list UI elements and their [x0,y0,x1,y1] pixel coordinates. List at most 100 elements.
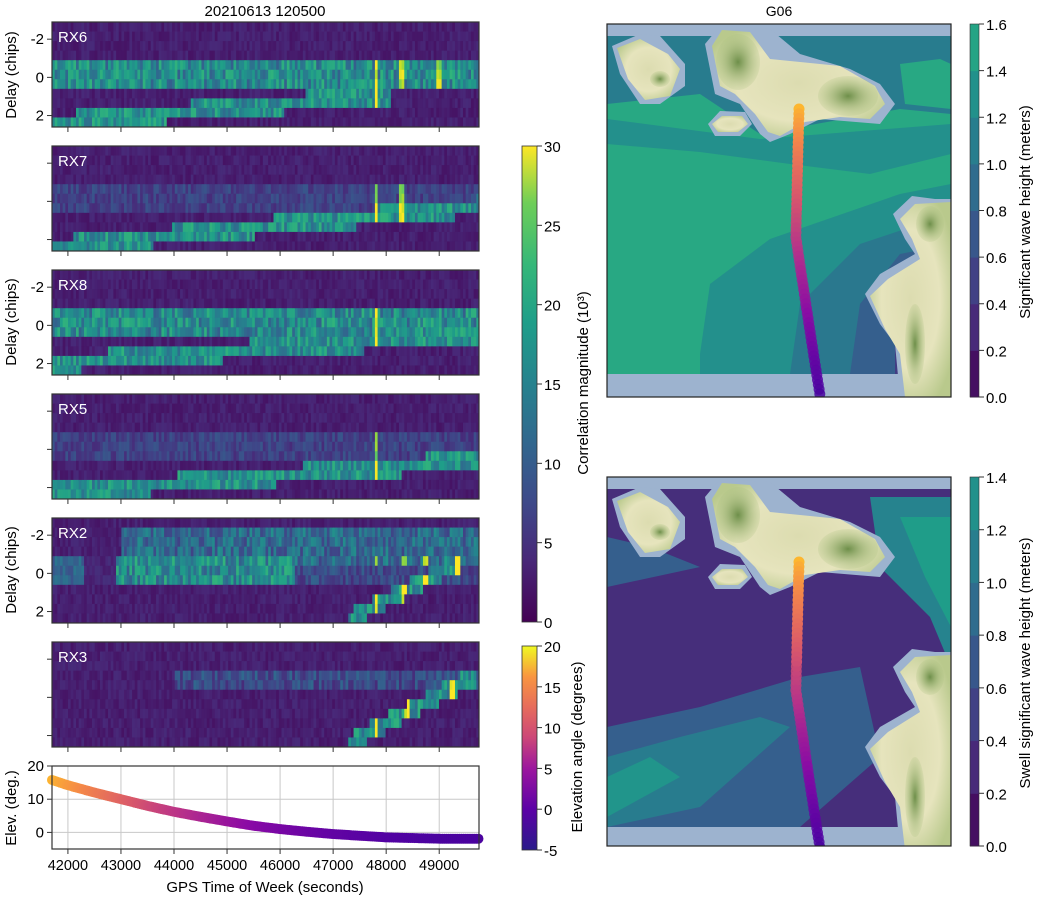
heatmap-cell [318,107,322,118]
heatmap-cell [228,69,232,80]
heatmap-cell [417,79,421,90]
heatmap-cell [238,289,242,300]
heatmap-cell [100,184,104,195]
heatmap-cell [110,308,114,319]
heatmap-cell [238,336,242,347]
heatmap-cell [70,203,74,214]
heatmap-cell [292,231,296,242]
heatmap-cell [60,298,64,309]
heatmap-cell [332,365,336,376]
heatmap-cell [236,241,240,252]
heatmap-cell [52,41,56,52]
heatmap-cell [137,212,141,223]
heatmap-cell [452,98,456,109]
heatmap-cell [417,155,421,166]
heatmap-cell [398,346,403,357]
heatmap-cell [372,231,376,242]
heatmap-cell [70,298,74,309]
heatmap-cell [268,212,272,223]
heatmap-cell [217,31,221,42]
heatmap-cell [217,41,221,52]
heatmap-cell [134,79,138,90]
heatmap-cell [220,289,224,300]
heatmap-cell [409,69,413,80]
heatmap-cell [105,289,109,300]
heatmap-cell [313,60,317,71]
heatmap-cell [476,22,480,32]
heatmap-cell [134,155,138,166]
heatmap-cell [180,22,184,32]
heatmap-cell [441,165,445,176]
heatmap-cell [476,212,480,223]
heatmap-cell [278,203,282,214]
heatmap-cell [148,222,152,233]
heatmap-cell [150,327,154,338]
heatmap-cell [380,222,384,233]
heatmap-cell [318,336,322,347]
heatmap-cell [238,270,242,280]
heatmap-cell [105,31,109,42]
heatmap-cell [332,146,336,156]
heatmap-cell [169,231,173,242]
heatmap-cell [225,308,229,319]
heatmap-cell [94,174,98,185]
heatmap-cell [366,88,370,99]
heatmap-cell [110,279,114,290]
heatmap-cell [244,117,248,128]
heatmap-cell [372,31,376,42]
heatmap-cell [398,88,403,99]
heatmap-cell [180,241,184,252]
heatmap-cell [377,117,381,128]
heatmap-cell [310,88,314,99]
heatmap-cell [220,365,224,376]
heatmap-cell [124,165,128,176]
heatmap-cell [182,60,186,71]
heatmap-cell [390,60,394,71]
heatmap-cell [401,174,405,185]
heatmap-cell [422,222,427,233]
heatmap-cell [246,317,250,328]
heatmap-cell [110,317,114,328]
heatmap-cell [265,365,269,376]
heatmap-cell [462,41,467,52]
heatmap-cell [414,41,419,52]
heatmap-cell [212,193,216,204]
heatmap-cell [166,365,170,376]
heatmap-cell [342,79,346,90]
heatmap-cell [78,231,82,242]
heatmap-cell [145,365,149,376]
heatmap-cell [228,50,232,61]
heatmap-cell [185,336,189,347]
heatmap-cell [198,69,202,80]
heatmap-cell [102,279,106,290]
heatmap-cell [316,241,320,252]
heatmap-cell [276,41,280,52]
heatmap-cell [228,346,232,357]
heatmap-cell [145,298,149,309]
heatmap-cell [476,107,480,118]
heatmap-cell [193,117,197,128]
heatmap-cell [348,146,352,156]
heatmap-cell [257,79,261,90]
heatmap-cell [148,117,152,128]
heatmap-cell [324,60,328,71]
heatmap-cell [289,270,293,280]
heatmap-cell [438,107,443,118]
heatmap-cell [409,22,413,32]
heatmap-cell [137,346,141,357]
heatmap-cell [382,222,386,233]
heatmap-cell [225,98,229,109]
heatmap-cell [228,231,232,242]
heatmap-cell [433,98,437,109]
heatmap-cell [286,289,290,300]
heatmap-cell [97,298,101,309]
heatmap-panel-rx8: RX8-202 [31,269,480,380]
heatmap-cell [148,212,152,223]
heatmap-cell [305,41,309,52]
heatmap-cell [462,79,467,90]
heatmap-cell [52,346,56,357]
heatmap-cell [185,79,189,90]
heatmap-cell [228,107,232,118]
heatmap-cell [142,165,146,176]
heatmap-cell [462,50,467,61]
